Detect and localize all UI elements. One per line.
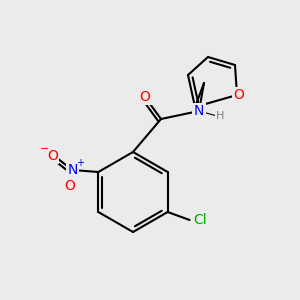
Text: O: O <box>64 179 75 193</box>
Text: −: − <box>40 144 49 154</box>
Text: +: + <box>76 158 84 168</box>
Text: N: N <box>194 104 204 118</box>
Text: O: O <box>140 90 150 104</box>
Text: H: H <box>216 111 224 121</box>
Text: N: N <box>67 163 77 177</box>
Text: Cl: Cl <box>193 213 206 227</box>
Text: O: O <box>234 88 244 102</box>
Text: O: O <box>47 149 58 163</box>
